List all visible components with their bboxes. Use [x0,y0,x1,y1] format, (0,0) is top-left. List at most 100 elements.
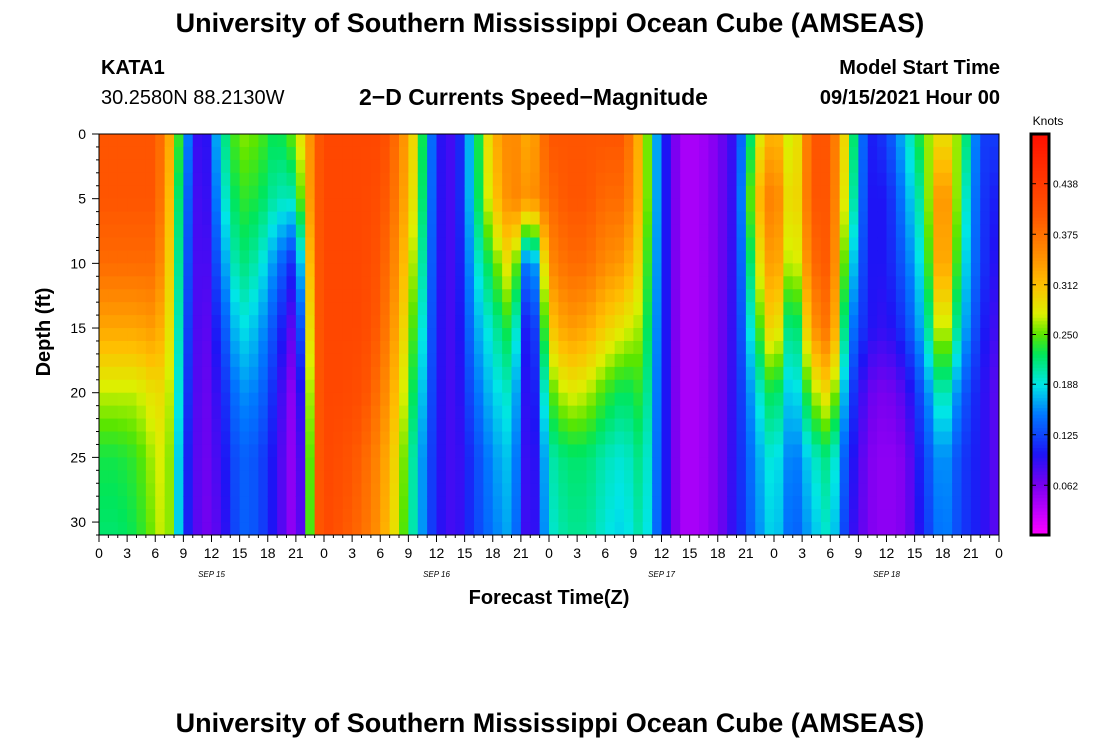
heatmap-cell [249,522,259,535]
colorbar-swatch [1031,157,1049,162]
heatmap-cell [877,392,888,407]
heatmap-cell [652,328,663,342]
heatmap-cell [642,496,653,510]
heatmap-cell [314,431,325,446]
heatmap-cell [924,496,934,510]
heatmap-cell [567,405,578,420]
heatmap-cell [333,353,344,368]
heatmap-cell [389,444,400,458]
heatmap-cell [952,340,963,355]
heatmap-cell [624,198,634,213]
heatmap-cell [211,185,222,200]
heatmap-cell [464,470,475,484]
heatmap-cell [970,198,981,213]
heatmap-cell [286,483,297,497]
heatmap-cell [933,185,944,200]
heatmap-cell [286,328,297,342]
heatmap-cell [183,198,194,213]
heatmap-cell [249,315,259,329]
heatmap-cell [192,522,203,535]
heatmap-cell [183,483,194,497]
heatmap-cell [483,276,494,290]
heatmap-cell [586,431,597,446]
heatmap-cell [914,457,925,471]
heatmap-cell [530,302,541,316]
heatmap-cell [164,405,175,420]
heatmap-cell [633,250,644,264]
heatmap-cell [380,418,391,433]
heatmap-cell [595,302,606,316]
heatmap-cell [286,470,297,484]
heatmap-cell [633,134,644,148]
heatmap-cell [502,289,513,303]
heatmap-cell [202,250,213,264]
heatmap-cell [624,366,634,381]
heatmap-cell [277,457,288,471]
heatmap-cell [567,457,578,471]
heatmap-cell [670,185,681,200]
heatmap-cell [136,392,147,407]
heatmap-cell [117,379,128,394]
heatmap-cell [830,146,841,161]
heatmap-cell [605,159,616,174]
heatmap-cell [474,431,484,446]
heatmap-cell [558,263,569,277]
heatmap-cell [502,276,513,290]
heatmap-cell [464,405,475,420]
heatmap-cell [867,444,878,458]
heatmap-cell [155,353,166,368]
heatmap-cell [802,470,813,484]
heatmap-cell [370,457,381,471]
heatmap-cell [352,289,363,303]
heatmap-cell [624,185,634,200]
heatmap-cell [802,250,813,264]
heatmap-cell [895,224,906,239]
heatmap-cell [530,328,541,342]
heatmap-cell [642,418,653,433]
heatmap-cell [802,522,813,535]
heatmap-cell [717,483,728,497]
y-tick-label: 0 [78,126,86,142]
heatmap-cell [577,198,588,213]
heatmap-cell [858,457,869,471]
heatmap-cell [352,353,363,368]
heatmap-cell [324,289,334,303]
heatmap-cell [380,431,391,446]
heatmap-cell [614,418,625,433]
heatmap-cell [820,353,831,368]
heatmap-cell [511,405,522,420]
heatmap-cell [361,405,372,420]
heatmap-cell [802,509,813,523]
heatmap-cell [277,328,288,342]
heatmap-cell [961,457,972,471]
heatmap-cell [792,366,803,381]
heatmap-cell [727,146,738,161]
heatmap-cell [642,276,653,290]
heatmap-cell [324,263,334,277]
heatmap-cell [108,483,119,497]
heatmap-cell [202,198,213,213]
x-tick-label: 0 [545,545,553,561]
heatmap-cell [155,134,166,148]
heatmap-cell [408,509,419,523]
heatmap-cell [942,302,953,316]
heatmap-cell [192,315,203,329]
heatmap-cell [577,146,588,161]
station-id: KATA1 [101,57,165,79]
heatmap-cell [567,237,578,252]
heatmap-cell [586,250,597,264]
heatmap-cell [783,431,794,446]
heatmap-cell [464,250,475,264]
heatmap-cell [305,172,316,187]
colorbar-swatch [1031,461,1049,466]
heatmap-cell [633,509,644,523]
heatmap-cell [192,172,203,187]
heatmap-cell [586,237,597,252]
heatmap-cell [324,146,334,161]
colorbar-swatch [1031,408,1049,412]
heatmap-cell [324,353,334,368]
heatmap-cell [333,392,344,407]
heatmap-cell [99,172,109,187]
heatmap-cell [661,405,672,420]
heatmap-cell [464,302,475,316]
